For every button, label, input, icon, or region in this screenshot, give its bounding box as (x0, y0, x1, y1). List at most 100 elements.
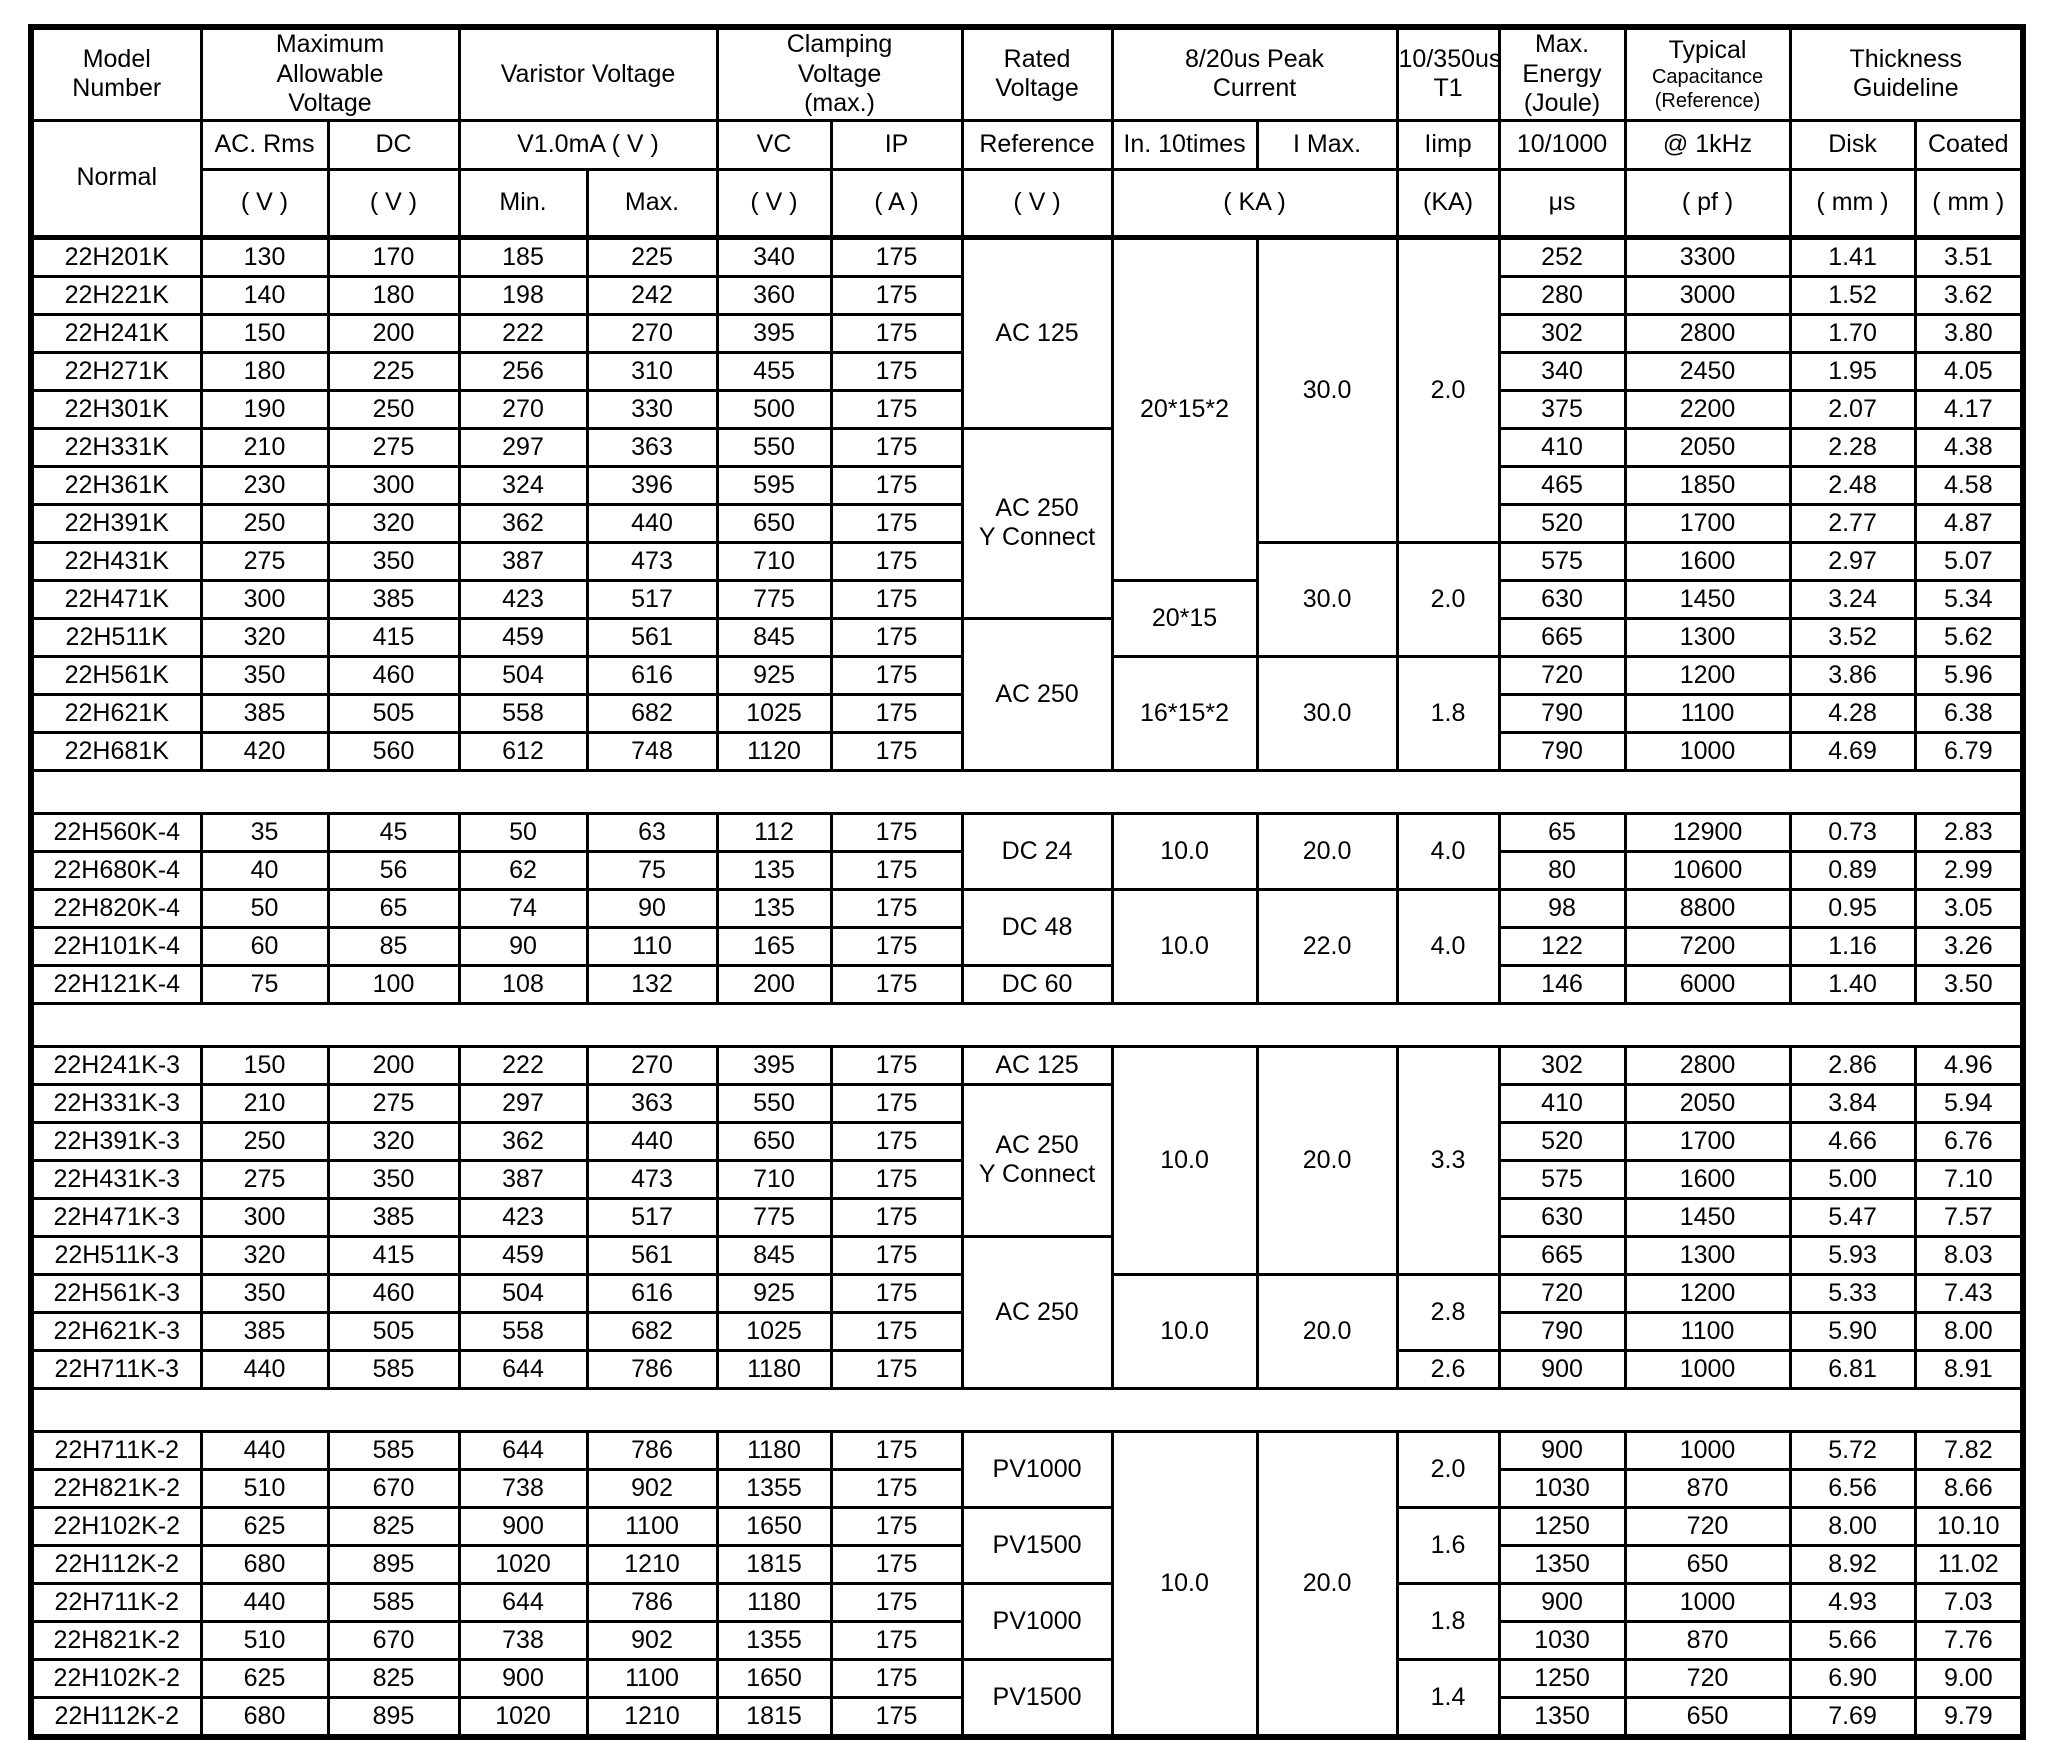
ac-rms-cell: 680 (199, 1695, 330, 1738)
model-cell: 22H241K (29, 312, 203, 354)
model-cell: 22H301K (29, 388, 203, 430)
varistor-min-cell: 1020 (457, 1695, 589, 1738)
rated-voltage-cell: AC 250 (960, 1234, 1114, 1390)
table-row: 22H681K 420 560 612 748 1120 175 790 1000 4.69 6.7… (29, 730, 2025, 772)
energy-cell: 1030 (1497, 1467, 1627, 1509)
group-separator (31, 1001, 2024, 1048)
disk-cell: 1.52 (1788, 274, 1917, 316)
rated-voltage-cell: AC 125 (960, 1044, 1114, 1086)
ip-cell: 175 (829, 692, 964, 734)
table-row: 22H391K-3 250 320 362 440 650 175 520 1700 4.66 6.… (29, 1120, 2025, 1162)
varistor-max-cell: 1100 (585, 1657, 719, 1699)
varistor-max-cell: 270 (585, 1044, 719, 1086)
varistor-max-cell: 517 (585, 578, 719, 620)
vc-cell: 135 (715, 887, 833, 929)
coated-cell: 4.58 (1913, 464, 2025, 506)
ip-cell: 175 (829, 1543, 964, 1585)
i-max-cell: 30.0 (1255, 654, 1399, 772)
ip-cell: 175 (829, 1657, 964, 1699)
varistor-min-cell: 423 (457, 578, 589, 620)
model-cell: 22H621K (29, 692, 203, 734)
vc-cell: 1815 (715, 1695, 833, 1738)
varistor-max-cell: 396 (585, 464, 719, 506)
model-cell: 22H102K-2 (29, 1657, 203, 1699)
energy-cell: 1250 (1497, 1505, 1627, 1547)
table-row: 22H511K 320 415 459 561 845 175 AC 250 665 1300 3.… (29, 616, 2025, 772)
vc-cell: 395 (715, 312, 833, 354)
model-cell: 22H121K-4 (29, 963, 203, 1005)
header-10-1000: 10/1000 (1497, 118, 1627, 171)
vc-cell: 135 (715, 849, 833, 891)
ac-rms-cell: 210 (199, 1082, 330, 1124)
rated-voltage-cell: DC 60 (960, 963, 1114, 1005)
iimp-cell: 4.0 (1395, 887, 1501, 1005)
capacitance-cell: 870 (1623, 1619, 1792, 1661)
table-row: 22H711K-3 440 585 644 786 1180 175 2.6 900 1000 6.… (29, 1348, 2025, 1390)
energy-cell: 720 (1497, 1272, 1627, 1314)
vc-cell: 395 (715, 1044, 833, 1086)
unit-disk-mm: ( mm ) (1788, 167, 1917, 239)
ac-rms-cell: 440 (199, 1581, 330, 1623)
ip-cell: 175 (829, 887, 964, 929)
dc-cell: 585 (326, 1581, 461, 1623)
ip-cell: 175 (829, 502, 964, 544)
model-cell: 22H431K (29, 540, 203, 582)
table-row: 22H361K 230 300 324 396 595 175 465 1850 2.48 4.58 (29, 464, 2025, 506)
rated-voltage-cell: AC 250 Y Connect (960, 1082, 1114, 1238)
header-line: (Reference) (1654, 89, 1761, 112)
coated-cell: 9.79 (1913, 1695, 2025, 1738)
table-row: 22H621K 385 505 558 682 1025 175 790 1100 4.28 6.3… (29, 692, 2025, 734)
ip-cell: 175 (829, 1272, 964, 1314)
ac-rms-cell: 130 (199, 235, 330, 278)
varistor-min-cell: 198 (457, 274, 589, 316)
dc-cell: 385 (326, 578, 461, 620)
dc-cell: 670 (326, 1467, 461, 1509)
coated-cell: 6.79 (1913, 730, 2025, 772)
rated-voltage-cell: AC 250 (960, 616, 1114, 772)
model-cell: 22H271K (29, 350, 203, 392)
group-separator-row (31, 768, 2024, 815)
dc-cell: 560 (326, 730, 461, 772)
energy-cell: 302 (1497, 312, 1627, 354)
coated-cell: 8.66 (1913, 1467, 2025, 1509)
i-max-cell: 20.0 (1255, 1272, 1399, 1390)
in-10times-cell: 10.0 (1110, 1044, 1259, 1276)
energy-cell: 146 (1497, 963, 1627, 1005)
capacitance-cell: 1450 (1623, 1196, 1792, 1238)
dc-cell: 56 (326, 849, 461, 891)
dc-cell: 85 (326, 925, 461, 967)
varistor-min-cell: 459 (457, 1234, 589, 1276)
dc-cell: 505 (326, 1310, 461, 1352)
ac-rms-cell: 40 (199, 849, 330, 891)
energy-cell: 65 (1497, 811, 1627, 853)
model-cell: 22H391K-3 (29, 1120, 203, 1162)
disk-cell: 3.86 (1788, 654, 1917, 696)
model-cell: 22H511K (29, 616, 203, 658)
energy-cell: 252 (1497, 235, 1627, 278)
varistor-max-cell: 561 (585, 1234, 719, 1276)
disk-cell: 0.89 (1788, 849, 1917, 891)
energy-cell: 410 (1497, 1082, 1627, 1124)
capacitance-cell: 1000 (1623, 1348, 1792, 1390)
dc-cell: 200 (326, 312, 461, 354)
header-v1ma: V1.0mA ( V ) (457, 118, 719, 171)
spec-table-body: 22H201K 130 170 185 225 340 175 AC 125 20*15*2 30… (29, 235, 2025, 1738)
varistor-max-cell: 561 (585, 616, 719, 658)
table-row: 22H112K-2 680 895 1020 1210 1815 175 1350 650 8.9… (29, 1543, 2025, 1585)
iimp-cell: 1.4 (1395, 1657, 1501, 1738)
table-row: 22H112K-2 680 895 1020 1210 1815 175 1350 650 7.6… (29, 1695, 2025, 1738)
coated-cell: 2.83 (1913, 811, 2025, 853)
capacitance-cell: 1000 (1623, 1429, 1792, 1471)
ac-rms-cell: 625 (199, 1505, 330, 1547)
disk-cell: 2.77 (1788, 502, 1917, 544)
capacitance-cell: 1300 (1623, 1234, 1792, 1276)
disk-cell: 4.93 (1788, 1581, 1917, 1623)
coated-cell: 7.10 (1913, 1158, 2025, 1200)
vc-cell: 710 (715, 540, 833, 582)
vc-cell: 1355 (715, 1467, 833, 1509)
vc-cell: 775 (715, 578, 833, 620)
header-at-1khz: @ 1kHz (1623, 118, 1792, 171)
capacitance-cell: 1000 (1623, 1581, 1792, 1623)
unit-coated-mm: ( mm ) (1913, 167, 2025, 239)
capacitance-cell: 1850 (1623, 464, 1792, 506)
